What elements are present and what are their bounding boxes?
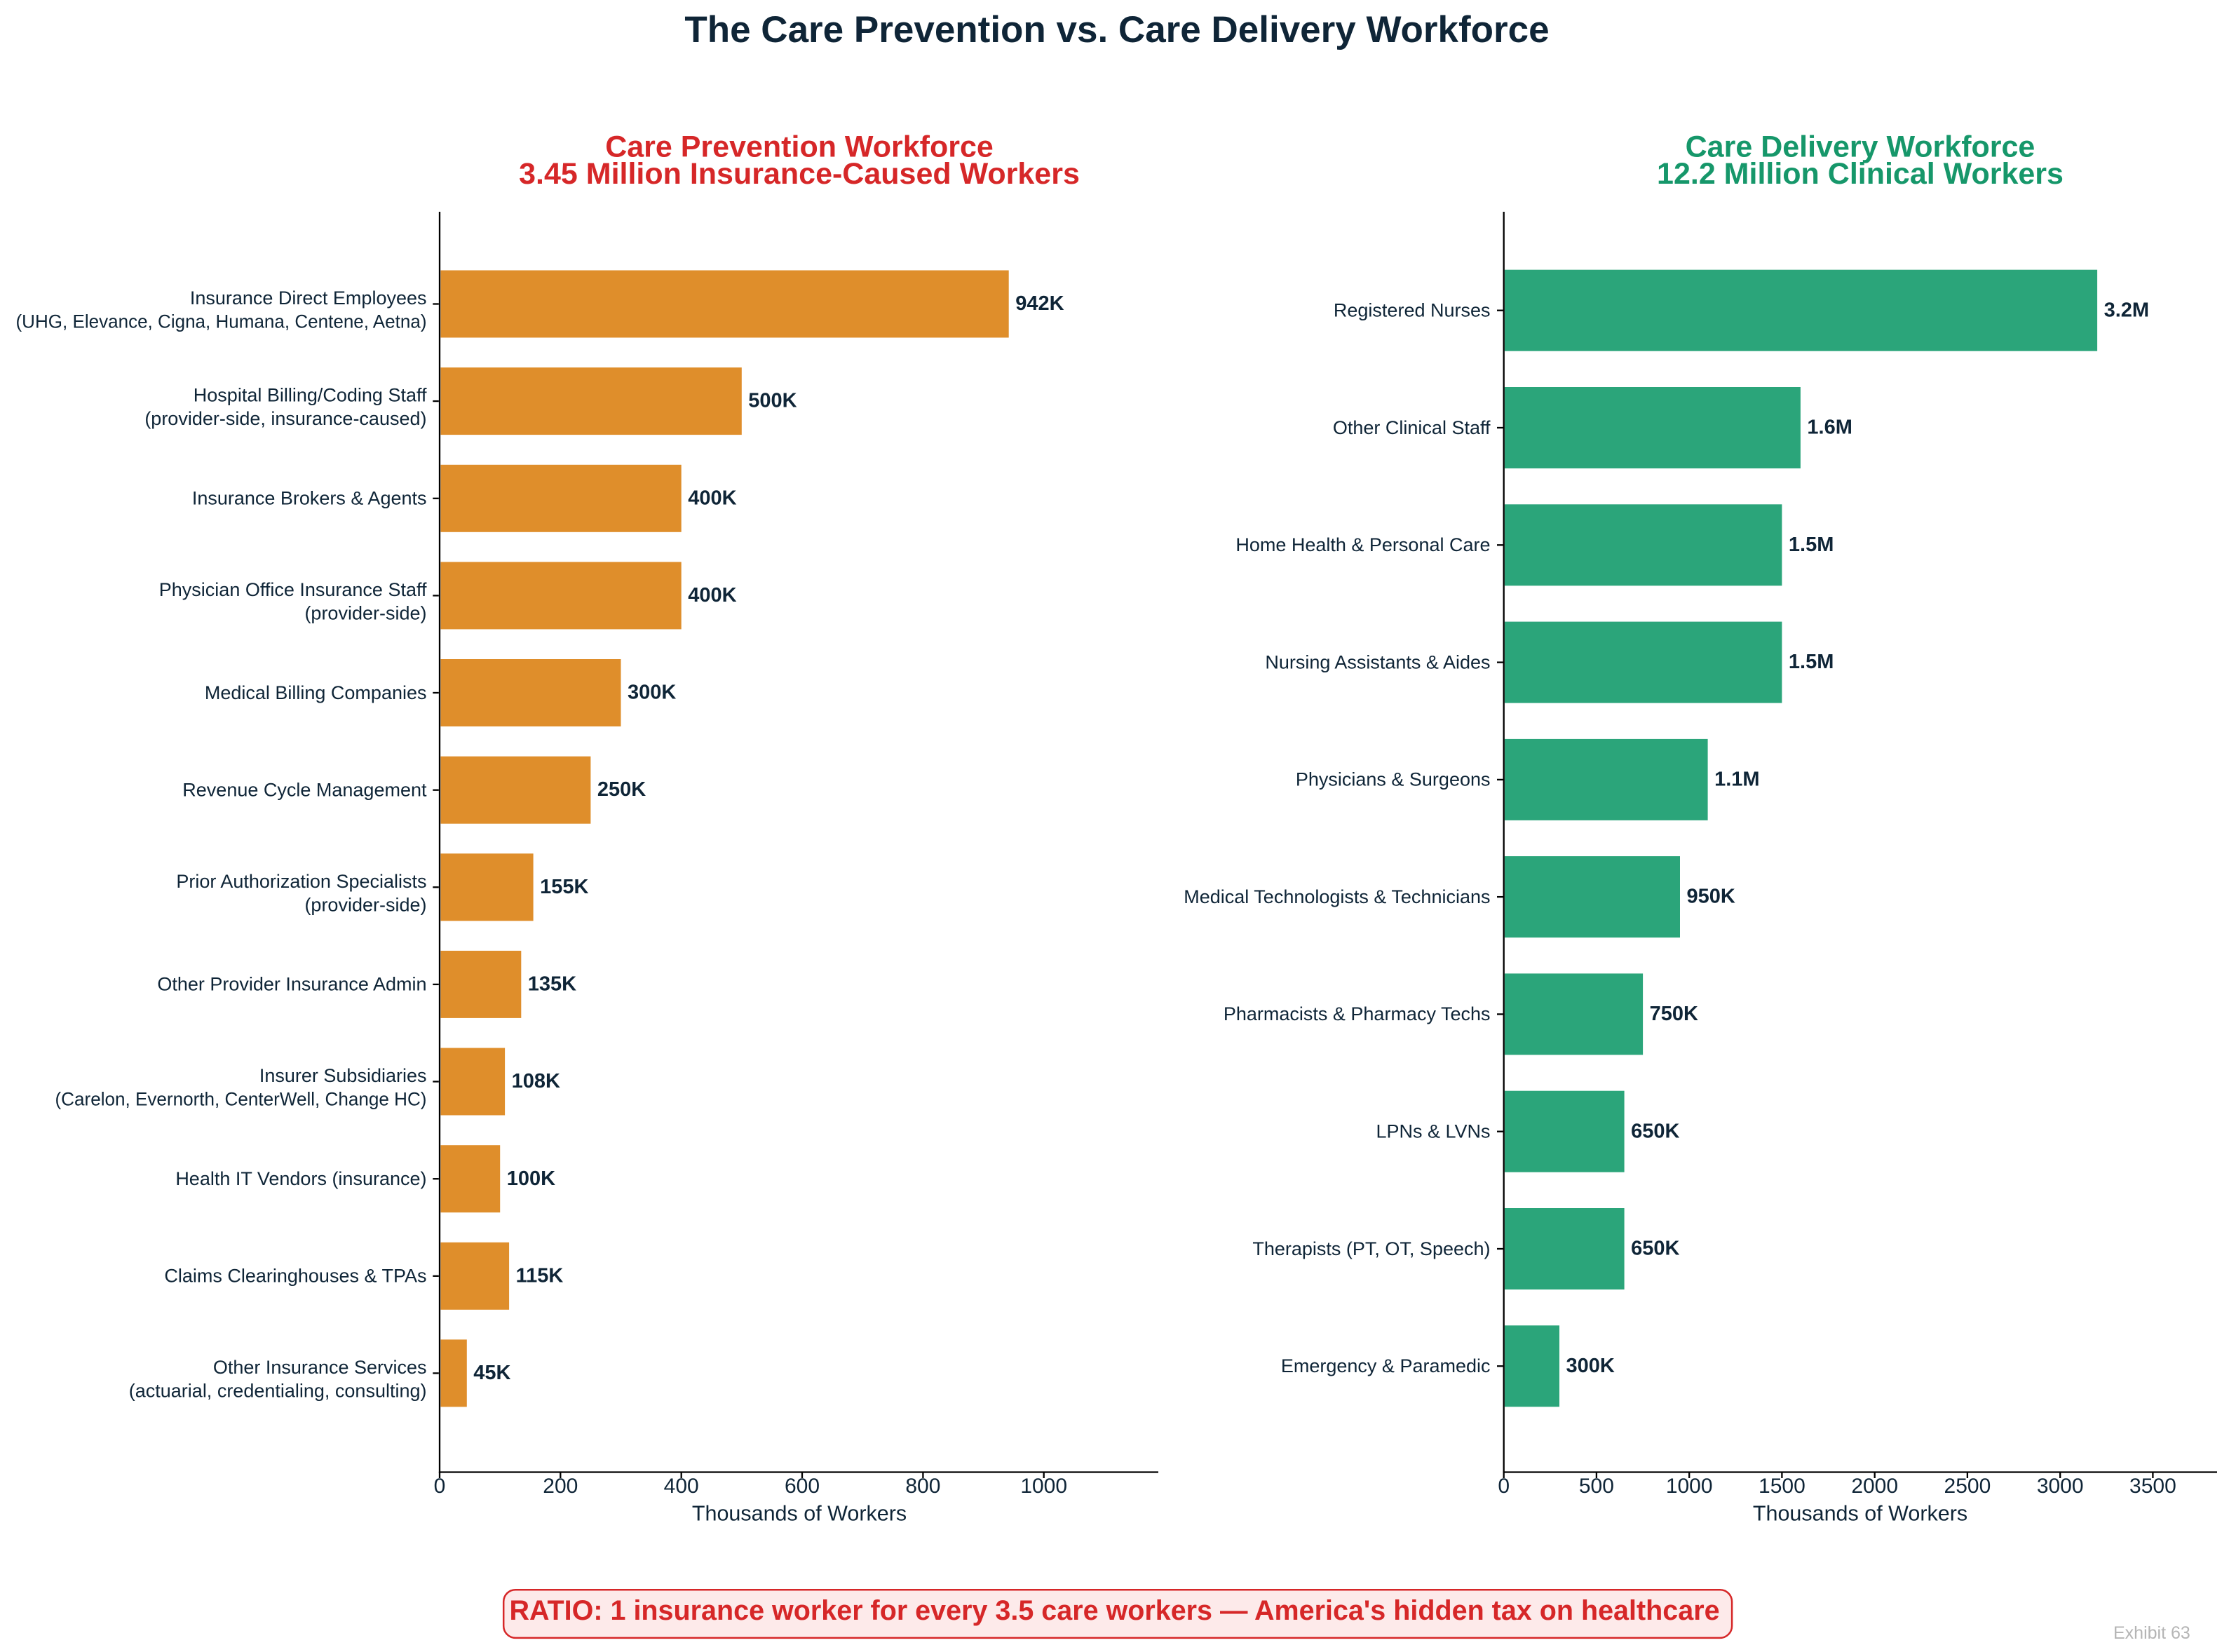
svg-text:500K: 500K: [748, 390, 797, 412]
svg-text:Care Delivery Workforce: Care Delivery Workforce: [1686, 130, 2035, 164]
svg-text:3.45 Million Insurance-Caused: 3.45 Million Insurance-Caused Workers: [519, 157, 1080, 191]
svg-text:1000: 1000: [1666, 1475, 1713, 1498]
svg-text:Emergency & Paramedic: Emergency & Paramedic: [1281, 1355, 1491, 1376]
svg-text:135K: 135K: [528, 973, 576, 996]
svg-text:Insurance Brokers & Agents: Insurance Brokers & Agents: [192, 488, 427, 509]
svg-text:108K: 108K: [512, 1070, 560, 1092]
svg-text:3000: 3000: [2037, 1475, 2084, 1498]
svg-text:Thousands of Workers: Thousands of Workers: [1753, 1501, 1967, 1525]
svg-text:The Care Prevention vs. Care D: The Care Prevention vs. Care Delivery Wo…: [684, 9, 1549, 50]
svg-text:Insurer Subsidiaries: Insurer Subsidiaries: [259, 1065, 427, 1086]
svg-text:400: 400: [664, 1475, 699, 1498]
svg-text:650K: 650K: [1631, 1120, 1679, 1142]
svg-text:100K: 100K: [507, 1167, 555, 1190]
svg-text:Other Provider Insurance Admin: Other Provider Insurance Admin: [157, 974, 426, 995]
svg-text:Therapists (PT, OT, Speech): Therapists (PT, OT, Speech): [1252, 1238, 1490, 1259]
svg-text:1000: 1000: [1020, 1475, 1067, 1498]
svg-text:115K: 115K: [516, 1264, 564, 1287]
svg-text:Prior Authorization Specialist: Prior Authorization Specialists: [176, 871, 426, 892]
svg-text:1.5M: 1.5M: [1789, 651, 1834, 673]
svg-text:(provider-side): (provider-side): [304, 602, 426, 623]
svg-text:200: 200: [543, 1475, 578, 1498]
svg-text:Medical Billing Companies: Medical Billing Companies: [205, 682, 427, 703]
svg-text:1500: 1500: [1759, 1475, 1805, 1498]
svg-text:250K: 250K: [597, 778, 646, 801]
svg-text:(actuarial, credentialing, con: (actuarial, credentialing, consulting): [129, 1380, 427, 1401]
svg-text:1.1M: 1.1M: [1714, 769, 1759, 791]
svg-text:400K: 400K: [688, 584, 736, 607]
svg-text:3500: 3500: [2129, 1475, 2176, 1498]
svg-text:750K: 750K: [1650, 1003, 1698, 1025]
svg-text:Insurance Direct Employees: Insurance Direct Employees: [190, 287, 427, 309]
svg-text:3.2M: 3.2M: [2104, 299, 2149, 321]
svg-text:LPNs & LVNs: LPNs & LVNs: [1376, 1121, 1490, 1142]
svg-text:Physicians & Surgeons: Physicians & Surgeons: [1296, 769, 1491, 790]
svg-text:Health IT Vendors (insurance): Health IT Vendors (insurance): [175, 1168, 426, 1189]
svg-text:Other Clinical Staff: Other Clinical Staff: [1333, 417, 1491, 438]
svg-text:942K: 942K: [1015, 292, 1064, 315]
svg-text:800: 800: [905, 1475, 940, 1498]
svg-text:300K: 300K: [1566, 1355, 1615, 1377]
svg-text:Claims Clearinghouses & TPAs: Claims Clearinghouses & TPAs: [164, 1266, 426, 1287]
svg-text:Medical Technologists & Techni: Medical Technologists & Technicians: [1184, 886, 1490, 907]
svg-text:1.5M: 1.5M: [1789, 534, 1834, 556]
svg-text:Other Insurance Services: Other Insurance Services: [213, 1357, 427, 1378]
svg-text:Hospital Billing/Coding Staff: Hospital Billing/Coding Staff: [194, 385, 427, 406]
svg-text:RATIO: 1 insurance worker for: RATIO: 1 insurance worker for every 3.5 …: [509, 1595, 1719, 1626]
svg-text:12.2 Million Clinical Workers: 12.2 Million Clinical Workers: [1657, 157, 2064, 191]
svg-text:400K: 400K: [688, 487, 736, 509]
svg-text:Physician Office Insurance Sta: Physician Office Insurance Staff: [159, 579, 427, 600]
svg-text:Revenue Cycle Management: Revenue Cycle Management: [182, 780, 427, 801]
svg-text:Nursing Assistants & Aides: Nursing Assistants & Aides: [1265, 651, 1490, 672]
svg-text:1.6M: 1.6M: [1807, 417, 1852, 439]
svg-text:0: 0: [1498, 1475, 1510, 1498]
svg-text:Exhibit 63: Exhibit 63: [2113, 1623, 2190, 1643]
svg-text:300K: 300K: [628, 682, 676, 704]
svg-text:Home Health & Personal Care: Home Health & Personal Care: [1235, 534, 1490, 555]
svg-text:500: 500: [1579, 1475, 1614, 1498]
svg-text:Care Prevention Workforce: Care Prevention Workforce: [605, 130, 994, 164]
svg-text:(provider-side): (provider-side): [304, 894, 426, 915]
svg-text:650K: 650K: [1631, 1238, 1679, 1260]
svg-text:Pharmacists & Pharmacy Techs: Pharmacists & Pharmacy Techs: [1224, 1003, 1491, 1024]
svg-text:(provider-side, insurance-caus: (provider-side, insurance-caused): [144, 408, 426, 429]
svg-text:0: 0: [434, 1475, 446, 1498]
svg-text:155K: 155K: [540, 876, 588, 898]
svg-text:(Carelon, Evernorth, CenterWel: (Carelon, Evernorth, CenterWell, Change …: [55, 1089, 427, 1110]
svg-text:2000: 2000: [1851, 1475, 1898, 1498]
svg-text:Registered Nurses: Registered Nurses: [1334, 300, 1491, 321]
svg-text:600: 600: [785, 1475, 820, 1498]
svg-text:Thousands of Workers: Thousands of Workers: [692, 1501, 907, 1525]
svg-text:45K: 45K: [473, 1362, 510, 1384]
svg-text:950K: 950K: [1687, 886, 1735, 908]
svg-text:(UHG, Elevance, Cigna, Humana,: (UHG, Elevance, Cigna, Humana, Centene, …: [16, 311, 427, 332]
svg-text:2500: 2500: [1944, 1475, 1991, 1498]
